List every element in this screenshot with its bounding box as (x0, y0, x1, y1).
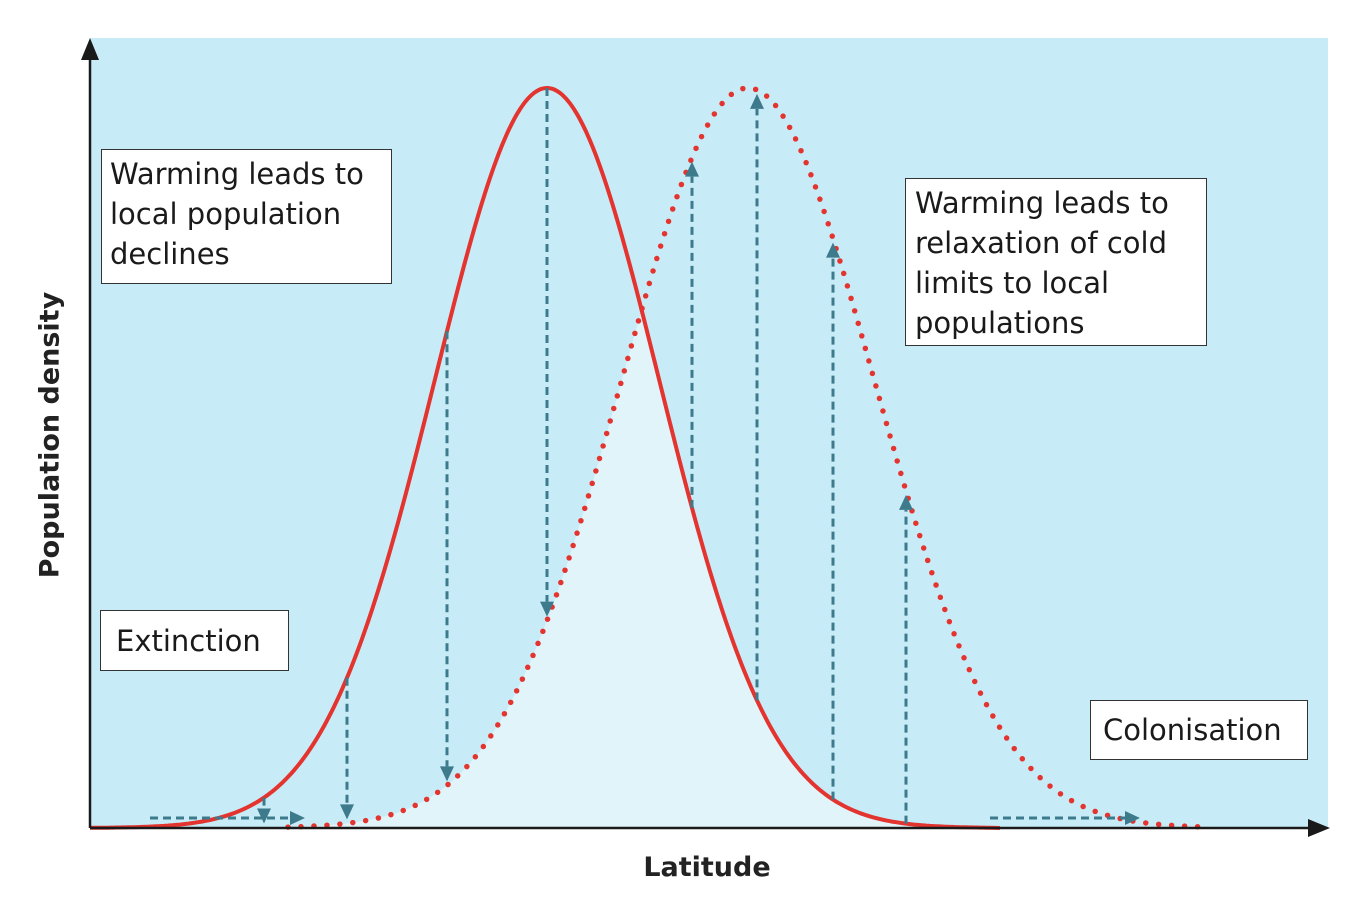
decline-arrow-3 (440, 331, 454, 782)
extinction-arrow (150, 811, 305, 825)
increase-arrow-2 (750, 93, 764, 701)
y-axis-arrowhead (81, 38, 99, 60)
decline-arrow-2 (340, 677, 354, 820)
decline-arrow-1 (257, 797, 271, 824)
annotation-relaxation-cold-limits: Warming leads to relaxation of cold limi… (905, 178, 1207, 346)
annotation-extinction: Extinction (100, 610, 289, 671)
increase-arrow-4 (899, 494, 913, 824)
x-axis-label: Latitude (643, 852, 771, 883)
y-axis-label: Population density (34, 291, 66, 579)
decline-arrow-4 (540, 88, 554, 617)
overlap-region (290, 311, 1000, 829)
increase-arrow-3 (826, 242, 840, 800)
colonisation-arrow (990, 811, 1140, 825)
annotation-colonisation: Colonisation (1090, 700, 1308, 760)
annotation-local-declines: Warming leads to local population declin… (101, 149, 392, 284)
current-distribution-curve (90, 86, 1001, 830)
increase-arrow-1 (685, 161, 699, 508)
x-axis-arrowhead (1308, 819, 1330, 837)
shift-arrows (150, 88, 1140, 825)
